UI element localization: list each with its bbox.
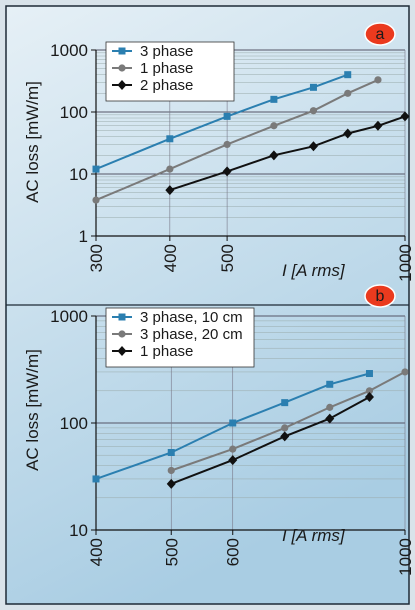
chart-a-legend-marker bbox=[117, 80, 127, 90]
chart-a-series-3-point bbox=[343, 128, 353, 139]
chart-a-series-2-point bbox=[166, 165, 174, 173]
chart-b-legend-label: 1 phase bbox=[140, 343, 193, 360]
chart-a-series-1-point bbox=[223, 112, 231, 120]
chart-a-series-3-point bbox=[222, 166, 232, 177]
chart-b-series-1-point bbox=[365, 370, 373, 378]
chart-b-series-1-line bbox=[95, 372, 370, 480]
chart-a-y-axis-label: AC loss [mW/m] bbox=[23, 81, 42, 203]
chart-b-x-axis-label: I [A rms] bbox=[282, 526, 346, 545]
chart-a-series-3-point bbox=[373, 120, 383, 131]
chart-b-series-2-line bbox=[170, 371, 406, 472]
chart-b-x-tick-label: 1000 bbox=[396, 538, 415, 576]
chart-b-series-2-point bbox=[365, 387, 374, 395]
chart-b-series-2-point bbox=[167, 466, 175, 475]
chart-b-series-3-point bbox=[364, 391, 374, 402]
chart-a-x-tick-label: 1000 bbox=[396, 244, 415, 282]
chart-b-y-tick-label: 100 bbox=[60, 414, 88, 433]
chart-a-x-axis-label: I [A rms] bbox=[282, 261, 346, 280]
chart-a-x-tick-label: 400 bbox=[161, 244, 180, 272]
chart-b-x-tick-label: 600 bbox=[224, 538, 243, 566]
chart-a-series-2-point bbox=[309, 107, 318, 115]
chart-b-series-1-point bbox=[167, 449, 175, 457]
chart-b-panel-letter: b bbox=[376, 288, 385, 305]
chart-b-series-3-point bbox=[280, 431, 290, 442]
chart-a-series-1-point bbox=[344, 71, 352, 79]
chart-b-legend: 3 phase, 10 cm3 phase, 20 cm1 phase bbox=[105, 307, 255, 368]
chart-a-series bbox=[92, 71, 410, 204]
chart-b-series-3-point bbox=[228, 455, 238, 466]
chart-b-series-3-point bbox=[166, 478, 176, 489]
chart-b-series-1-point bbox=[229, 419, 237, 427]
chart-b-series-1-point bbox=[326, 380, 334, 388]
chart-a-series-3-point bbox=[165, 185, 175, 196]
chart-a-y-tick-label: 100 bbox=[60, 103, 88, 122]
chart-b-x-tick-label: 500 bbox=[162, 538, 181, 566]
chart-a-panel-badge: a bbox=[364, 22, 396, 46]
chart-a-series-1-point bbox=[166, 135, 174, 143]
chart-a-x-ticks: 300 400 500 1000 bbox=[87, 236, 415, 282]
chart-b-y-ticks: 10 100 1000 bbox=[50, 307, 96, 540]
chart-a-y-tick-label: 10 bbox=[69, 165, 88, 184]
chart-b-series-3-point bbox=[325, 413, 335, 424]
chart-b-series-1-point bbox=[92, 475, 100, 483]
chart-a-legend-label: 3 phase bbox=[140, 43, 193, 60]
chart-a-x-tick-label: 500 bbox=[218, 244, 237, 272]
chart-a-series-2-point bbox=[374, 76, 382, 84]
chart-b-legend-label: 3 phase, 20 cm bbox=[140, 326, 243, 343]
chart-a-y-tick-label: 1 bbox=[79, 227, 88, 246]
chart-a-legend-marker bbox=[118, 47, 126, 55]
chart-b-series bbox=[92, 368, 409, 489]
chart-b-series-2-point bbox=[326, 403, 334, 411]
chart-a-series-1-point bbox=[309, 83, 317, 91]
chart-a-legend-label: 2 phase bbox=[140, 77, 193, 94]
chart-a-series-2-point bbox=[92, 196, 100, 204]
chart-a-series-3-point bbox=[400, 111, 410, 122]
chart-b-x-ticks: 400 500 600 1000 bbox=[87, 530, 415, 576]
chart-a-series-1-line bbox=[95, 73, 349, 171]
chart-b-series-1-point bbox=[281, 399, 289, 407]
chart-b-y-axis-label: AC loss [mW/m] bbox=[23, 349, 42, 471]
chart-a-series-1-point bbox=[92, 165, 100, 173]
chart-b-series-2-point bbox=[281, 424, 289, 432]
chart-a-legend-marker bbox=[118, 64, 126, 72]
chart-a-series-2-point bbox=[344, 89, 352, 97]
chart-b-y-tick-label: 1000 bbox=[50, 307, 88, 326]
chart-b: 10 100 1000 400 500 600 1000 AC loss [mW/m] I… bbox=[23, 284, 415, 576]
chart-b-panel-badge: b bbox=[364, 284, 396, 308]
chart-a-series-1-point bbox=[270, 95, 278, 103]
chart-a-series-3-point bbox=[308, 141, 318, 152]
chart-a-series-2-point bbox=[270, 122, 278, 130]
chart-a-x-tick-label: 300 bbox=[87, 244, 106, 272]
chart-b-legend-marker bbox=[118, 313, 126, 321]
chart-a-series-3-point bbox=[269, 150, 279, 161]
chart-a-y-tick-label: 1000 bbox=[50, 41, 88, 60]
chart-b-legend-marker bbox=[118, 330, 126, 338]
chart-a-legend-label: 1 phase bbox=[140, 60, 193, 77]
chart-b-x-tick-label: 400 bbox=[87, 538, 106, 566]
chart-b-legend-label: 3 phase, 10 cm bbox=[140, 309, 243, 326]
chart-b-legend-marker bbox=[117, 346, 127, 356]
chart-a-y-ticks: 1 10 100 1000 bbox=[50, 41, 96, 246]
chart-b-series-2-point bbox=[229, 445, 237, 453]
chart-a-panel-letter: a bbox=[376, 26, 385, 43]
chart-a-series-2-point bbox=[223, 140, 231, 149]
chart-b-series-2-point bbox=[401, 368, 409, 376]
chart-b-y-tick-label: 10 bbox=[69, 521, 88, 540]
